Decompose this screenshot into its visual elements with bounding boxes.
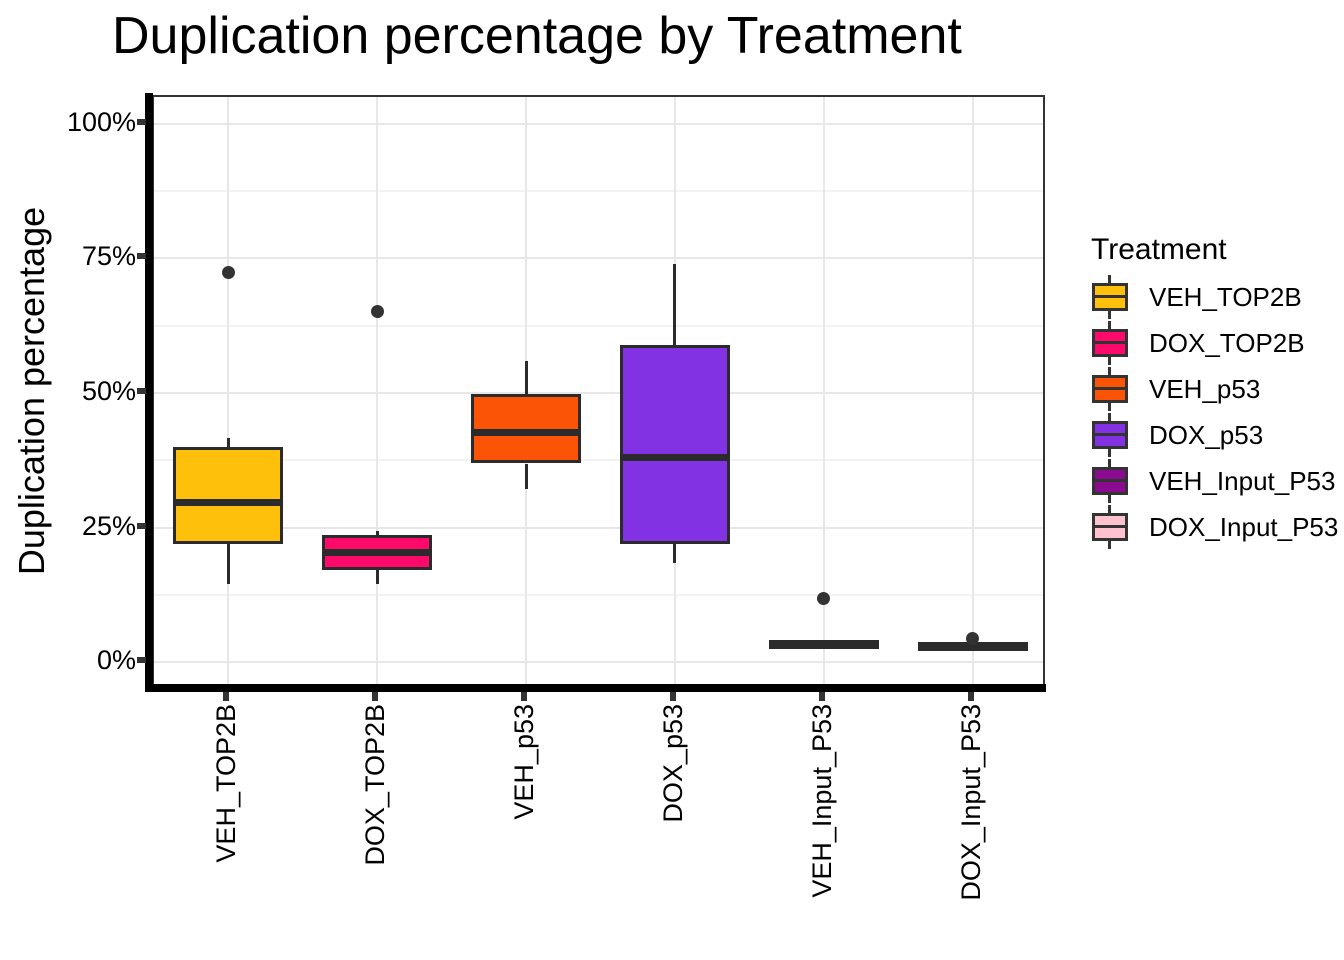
x-tick-label-text: DOX_Input_P53	[955, 704, 986, 901]
x-tick-label: DOX_p53	[658, 704, 688, 934]
legend-item-label: VEH_p53	[1149, 373, 1261, 404]
legend-key-median	[1095, 387, 1125, 390]
legend-item-label: VEH_TOP2B	[1149, 281, 1302, 312]
legend-item-VEH_TOP2B: VEH_TOP2B	[1091, 274, 1338, 320]
outlier-point	[817, 591, 831, 605]
x-tick-mark	[967, 692, 974, 701]
median-line	[322, 548, 433, 556]
y-axis-line	[145, 93, 153, 692]
legend-key-boxplot-icon	[1091, 458, 1129, 504]
whisker-upper	[673, 264, 677, 346]
median-line	[471, 429, 582, 437]
legend-key-boxplot-icon	[1091, 366, 1129, 412]
x-tick-label: DOX_TOP2B	[360, 704, 390, 934]
gridline-minor-horizontal	[154, 190, 1043, 193]
x-tick-label-text: VEH_TOP2B	[211, 704, 242, 863]
y-tick-mark	[137, 118, 146, 125]
outlier-point	[221, 266, 235, 280]
legend-key-median	[1095, 295, 1125, 298]
legend-item-label: DOX_p53	[1149, 419, 1264, 450]
whisker-upper	[226, 437, 230, 447]
legend-title: Treatment	[1091, 233, 1227, 266]
legend-item-label: DOX_Input_P53	[1149, 511, 1339, 542]
gridline-major-horizontal	[154, 661, 1043, 664]
outlier-point	[966, 632, 980, 646]
gridline-major-horizontal	[154, 526, 1043, 529]
whisker-upper	[375, 531, 379, 535]
x-axis-line	[145, 684, 1046, 692]
gridline-major-horizontal	[154, 122, 1043, 125]
legend-item-VEH_p53: VEH_p53	[1091, 366, 1338, 412]
legend-key-median	[1095, 433, 1125, 436]
y-tick-label: 75%	[81, 241, 136, 272]
legend-key-boxplot-icon	[1091, 412, 1129, 458]
gridline-major-vertical	[971, 97, 974, 685]
x-tick-label-text: DOX_p53	[657, 704, 688, 823]
legend: Treatment VEH_TOP2B DOX_TOP2B VEH_p53 DOX_p…	[1091, 233, 1338, 549]
median-line	[619, 454, 730, 462]
chart-title: Duplication percentage by Treatment	[112, 7, 962, 65]
legend-key-median	[1095, 525, 1125, 528]
whisker-lower	[375, 569, 379, 585]
plot-panel	[152, 95, 1045, 687]
legend-key-median	[1095, 341, 1125, 344]
x-tick-label: VEH_TOP2B	[211, 704, 241, 934]
y-tick-label: 50%	[81, 376, 136, 406]
box-DOX_p53	[619, 345, 730, 545]
legend-item-label: VEH_Input_P53	[1149, 465, 1336, 496]
x-tick-label-text: VEH_p53	[509, 704, 540, 820]
gridline-major-vertical	[376, 97, 379, 685]
y-tick-mark	[137, 388, 146, 394]
box-VEH_p53	[471, 394, 582, 464]
legend-item-DOX_p53: DOX_p53	[1091, 412, 1338, 458]
median-line	[173, 498, 284, 506]
median-line	[917, 642, 1028, 650]
outlier-point	[370, 304, 384, 318]
x-tick-mark	[818, 692, 825, 701]
gridline-major-vertical	[822, 97, 825, 685]
x-tick-mark	[223, 692, 230, 701]
gridline-minor-horizontal	[154, 593, 1043, 596]
median-line	[768, 639, 879, 647]
x-tick-mark	[669, 692, 676, 701]
legend-item-DOX_Input_P53: DOX_Input_P53	[1091, 504, 1338, 550]
x-tick-label: VEH_Input_P53	[807, 704, 837, 934]
x-tick-mark	[521, 692, 528, 701]
legend-item-DOX_TOP2B: DOX_TOP2B	[1091, 320, 1338, 366]
whisker-lower	[673, 544, 677, 563]
gridline-major-horizontal	[154, 392, 1043, 394]
legend-key-median	[1095, 479, 1125, 482]
gridline-major-vertical	[227, 97, 230, 685]
y-tick-label: 25%	[81, 510, 136, 541]
x-tick-mark	[372, 692, 379, 701]
x-tick-label-text: VEH_Input_P53	[806, 704, 837, 898]
y-tick-label: 100%	[66, 106, 136, 137]
legend-items: VEH_TOP2B DOX_TOP2B VEH_p53 DOX_p53 VEH_Inpu…	[1091, 274, 1338, 550]
legend-key-boxplot-icon	[1091, 504, 1129, 550]
y-tick-mark	[137, 522, 146, 529]
legend-key-boxplot-icon	[1091, 274, 1129, 320]
y-tick-mark	[137, 657, 146, 664]
whisker-upper	[524, 361, 528, 395]
x-tick-label: VEH_p53	[509, 704, 539, 934]
whisker-lower	[226, 543, 230, 585]
legend-item-label: DOX_TOP2B	[1149, 327, 1305, 358]
legend-item-VEH_Input_P53: VEH_Input_P53	[1091, 458, 1338, 504]
whisker-lower	[524, 463, 528, 489]
legend-key-boxplot-icon	[1091, 320, 1129, 366]
x-tick-label-text: DOX_TOP2B	[360, 704, 391, 866]
gridline-minor-horizontal	[154, 324, 1043, 327]
y-tick-label: 0%	[96, 645, 136, 676]
box-VEH_TOP2B	[173, 446, 284, 544]
y-tick-mark	[137, 253, 146, 260]
x-tick-label: DOX_Input_P53	[956, 704, 986, 934]
gridline-major-horizontal	[154, 257, 1043, 260]
gridline-minor-horizontal	[154, 459, 1043, 462]
